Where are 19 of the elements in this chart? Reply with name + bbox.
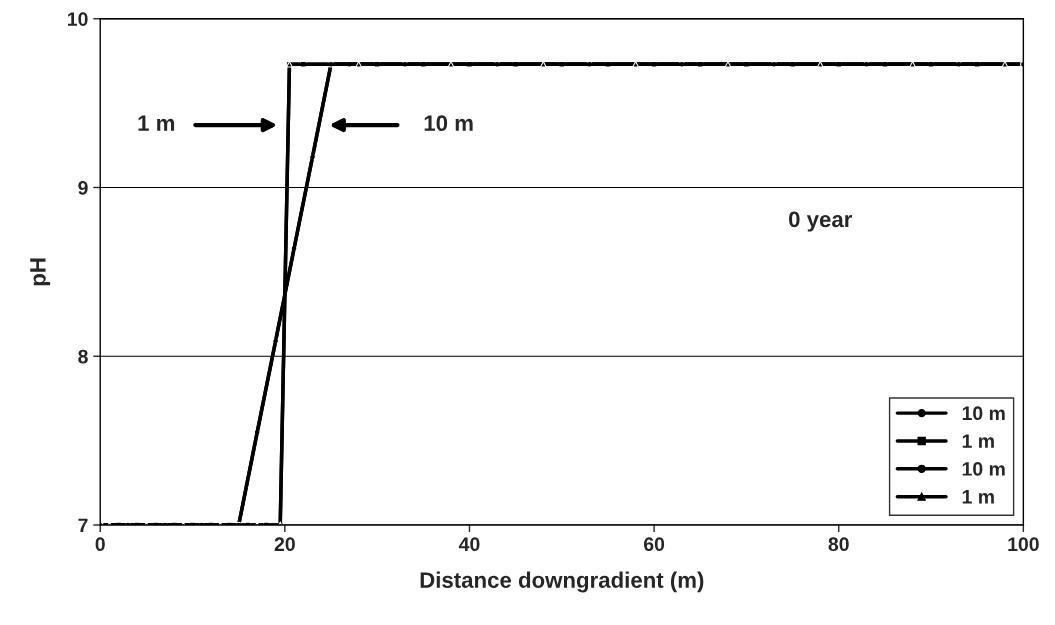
x-tick-label: 80 [828, 537, 849, 552]
x-tick-label: 40 [458, 537, 480, 552]
y-tick-label: 10 [68, 12, 88, 26]
legend-label: 1 m [962, 434, 994, 448]
y-tick-label: 9 [78, 180, 88, 195]
annotation: 10 m [424, 115, 473, 132]
annotation: 1 m [138, 115, 175, 131]
x-tick-label: 0 [95, 537, 105, 552]
x-tick-label: 100 [1008, 537, 1039, 552]
legend-label: 1 m [962, 490, 994, 504]
x-axis-title: Distance downgradient (m) [420, 571, 704, 593]
x-tick-label: 60 [644, 537, 665, 552]
y-axis-title: pH [30, 258, 51, 286]
y-tick-label: 8 [78, 349, 88, 364]
y-tick-label: 7 [78, 518, 88, 533]
annotation: 0 year [789, 211, 853, 232]
legend-label: 10 m [962, 462, 1005, 476]
x-tick-label: 20 [274, 537, 295, 552]
legend-label: 10 m [962, 406, 1005, 421]
